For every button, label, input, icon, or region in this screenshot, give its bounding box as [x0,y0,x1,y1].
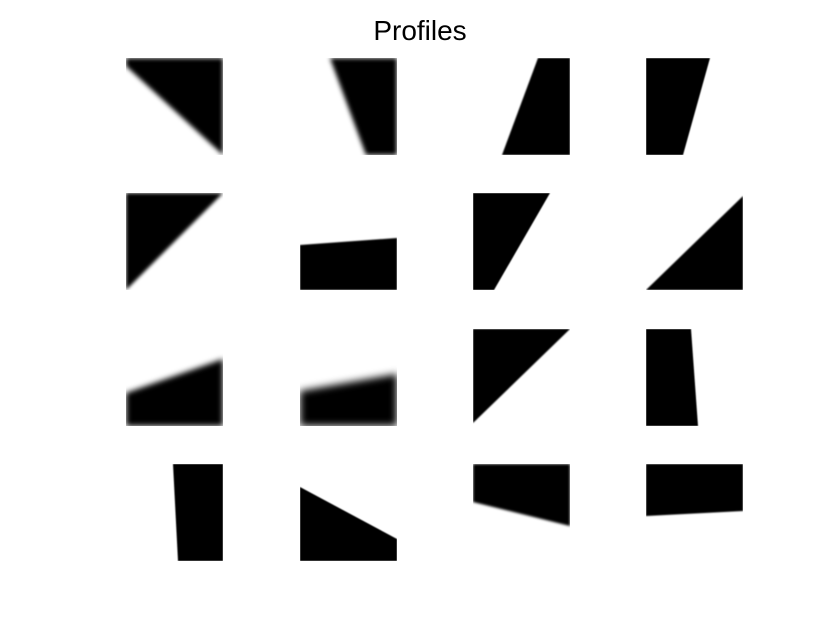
profile-tile-9 [126,359,223,426]
profile-tile-16 [646,464,743,516]
profile-tile-10 [300,374,397,426]
profile-tile-12 [646,329,698,426]
profile-tile-1 [126,58,223,155]
profile-tile-13 [173,464,223,561]
figure-title: Profiles [373,15,467,46]
profile-tile-4 [646,58,710,155]
profile-tile-7 [473,193,550,290]
profile-tile-6 [300,238,397,290]
profile-tile-8 [646,196,743,290]
profile-tile-2 [330,58,397,155]
profile-tile-14 [300,487,397,561]
profile-tile-5 [126,193,223,290]
profile-tile-15 [473,464,570,526]
profile-tile-11 [473,329,570,423]
profile-tile-3 [502,58,570,155]
